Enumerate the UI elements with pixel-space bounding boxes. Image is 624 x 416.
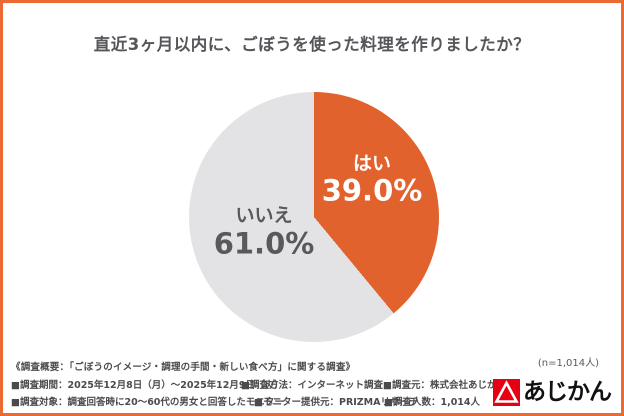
survey-overview-block: 《調査概要：「ごぼうのイメージ・調理の手間・新しい食べ方」に関する調査》 ■調査… (11, 359, 506, 408)
survey-meta-row: ■調査期間：2025年12月8日（月）～2025年12月9日（火） ■調査方法：… (11, 377, 506, 391)
survey-overview-title: 《調査概要：「ごぼうのイメージ・調理の手間・新しい食べ方」に関する調査》 (11, 362, 356, 373)
chart-title: 直近3ヶ月以内に、ごぼうを使った料理を作りましたか？ (93, 35, 531, 54)
sample-size-note: (n=1,014人) (537, 358, 599, 369)
survey-method: ■調査方法：インターネット調査 (241, 380, 383, 391)
pie-slice-label-yes: はい (352, 152, 392, 175)
survey-headcount: ■調査人数：1,014人 (384, 397, 481, 408)
ajikan-logo-icon (493, 379, 520, 406)
survey-period: ■調査期間：2025年12月8日（月）～2025年12月9日（火） (11, 380, 284, 391)
survey-monitor: ■モニター提供元：PRIZMAリサーチ (254, 397, 419, 408)
pie-slice-value-no: 61.0% (213, 226, 315, 261)
pie-slice-value-yes: 39.0% (321, 173, 423, 208)
survey-target: ■調査対象：調査回答時に20～60代の男女と回答したモニター (11, 397, 284, 408)
company-logo: あじかん (493, 379, 612, 406)
pie-chart (189, 92, 439, 342)
survey-meta-row: ■調査対象：調査回答時に20～60代の男女と回答したモニター ■モニター提供元：… (11, 394, 501, 408)
survey-source: ■調査元：株式会社あじかん (382, 380, 506, 391)
pie-slice-label-no: いいえ (235, 204, 293, 227)
ajikan-logo-text: あじかん (523, 379, 612, 405)
